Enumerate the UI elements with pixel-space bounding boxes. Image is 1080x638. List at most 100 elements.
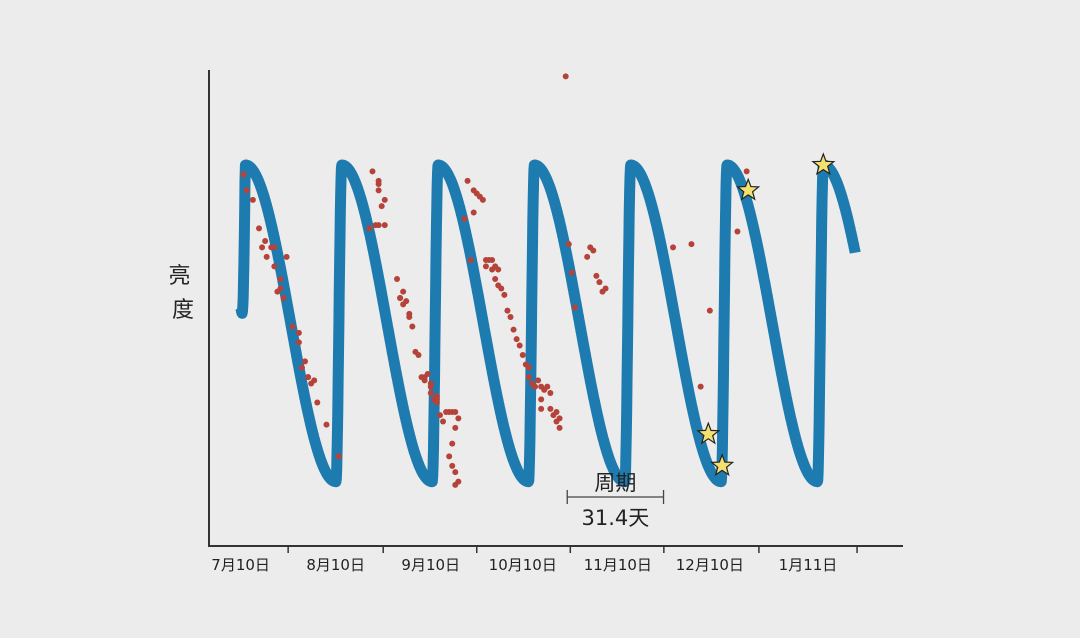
star-marker xyxy=(811,152,836,176)
observation-point xyxy=(427,390,434,396)
observation-point xyxy=(571,304,578,311)
observation-point xyxy=(535,377,542,384)
observation-point xyxy=(369,168,376,175)
observation-point xyxy=(553,409,560,415)
observation-point xyxy=(378,203,385,210)
observation-point xyxy=(547,390,554,396)
observation-point xyxy=(489,257,496,263)
observation-point xyxy=(311,377,318,384)
observation-point xyxy=(280,295,287,301)
star-marker xyxy=(736,177,761,201)
x-tick-label: 7月10日 xyxy=(211,556,270,574)
observation-point xyxy=(706,307,713,314)
light-curve-layer xyxy=(235,159,861,488)
observation-point xyxy=(400,288,407,295)
observation-point xyxy=(479,196,486,203)
observation-point xyxy=(507,314,514,320)
observation-point xyxy=(277,285,284,292)
observation-point xyxy=(381,222,388,229)
observation-point xyxy=(697,383,704,390)
y-axis-label-char-2: 度 xyxy=(172,298,194,323)
observation-point xyxy=(277,276,284,282)
observation-point xyxy=(513,336,520,343)
y-axis-label: 亮 度 xyxy=(168,264,197,323)
observation-point xyxy=(498,285,505,292)
observation-point xyxy=(455,415,462,422)
star-markers-layer xyxy=(696,152,836,477)
observation-point xyxy=(593,272,600,279)
x-ticks xyxy=(287,546,858,553)
observation-point xyxy=(516,342,523,349)
observation-point xyxy=(519,352,526,358)
observation-point xyxy=(525,374,532,381)
observation-point xyxy=(449,440,456,447)
observation-point xyxy=(397,295,404,301)
observation-point xyxy=(532,383,539,390)
observation-point xyxy=(295,329,302,336)
observation-point xyxy=(394,276,401,282)
observation-point xyxy=(271,244,278,251)
period-annotation-title: 周期 xyxy=(594,471,636,495)
observation-point xyxy=(467,257,474,263)
x-tick-labels: 7月10日 8月10日 9月10日 10月10日 11月10日 12月10日 1月11日 xyxy=(211,556,837,574)
star-marker xyxy=(710,453,735,477)
observation-point xyxy=(263,253,270,260)
observation-point xyxy=(262,238,269,244)
observation-point xyxy=(314,399,321,406)
observation-point xyxy=(492,276,499,282)
observation-point xyxy=(289,323,296,330)
observation-point xyxy=(375,187,382,194)
observation-point xyxy=(406,314,413,320)
x-tick-label: 8月10日 xyxy=(306,556,365,574)
observation-point xyxy=(446,453,453,460)
observation-point xyxy=(452,424,459,431)
observation-point xyxy=(271,263,278,270)
observation-point xyxy=(259,244,266,251)
observation-point xyxy=(440,418,447,425)
observation-point xyxy=(734,228,741,235)
observation-point xyxy=(743,168,750,175)
observation-point xyxy=(565,241,572,248)
observation-point xyxy=(452,409,459,415)
observation-point xyxy=(335,453,342,460)
x-tick-label: 10月10日 xyxy=(489,556,557,574)
observation-point xyxy=(283,253,290,260)
observation-point xyxy=(482,263,489,270)
observation-point xyxy=(464,177,471,184)
observation-point xyxy=(433,399,440,406)
observation-point xyxy=(553,418,560,425)
observation-point xyxy=(403,298,410,305)
period-annotation-value: 31.4天 xyxy=(582,506,650,530)
observation-point xyxy=(670,244,677,251)
observation-point xyxy=(590,247,597,254)
observation-point xyxy=(424,371,431,377)
observation-point xyxy=(381,196,388,203)
observation-point xyxy=(504,307,511,314)
observation-point xyxy=(302,358,309,365)
axes xyxy=(208,70,903,547)
light-curve-line xyxy=(235,159,861,488)
observation-point xyxy=(375,177,382,184)
observation-point xyxy=(409,323,416,330)
y-axis-label-char-1: 亮 xyxy=(168,264,190,289)
x-tick-label: 12月10日 xyxy=(676,556,744,574)
observation-point xyxy=(510,326,517,333)
observation-point xyxy=(452,469,459,476)
observation-point xyxy=(461,215,468,222)
observation-points-layer xyxy=(240,73,750,488)
observation-point xyxy=(240,171,247,178)
observation-point xyxy=(295,339,302,346)
observation-point xyxy=(525,364,532,371)
observation-point xyxy=(427,380,434,387)
observation-point xyxy=(562,73,569,80)
observation-point xyxy=(243,187,250,194)
x-tick-label: 11月10日 xyxy=(584,556,652,574)
observation-point xyxy=(375,222,382,229)
observation-point xyxy=(596,279,603,286)
observation-point xyxy=(501,291,508,298)
observation-point xyxy=(436,412,443,419)
observation-point xyxy=(568,269,575,276)
observation-point xyxy=(602,285,609,292)
x-tick-label: 9月10日 xyxy=(401,556,460,574)
